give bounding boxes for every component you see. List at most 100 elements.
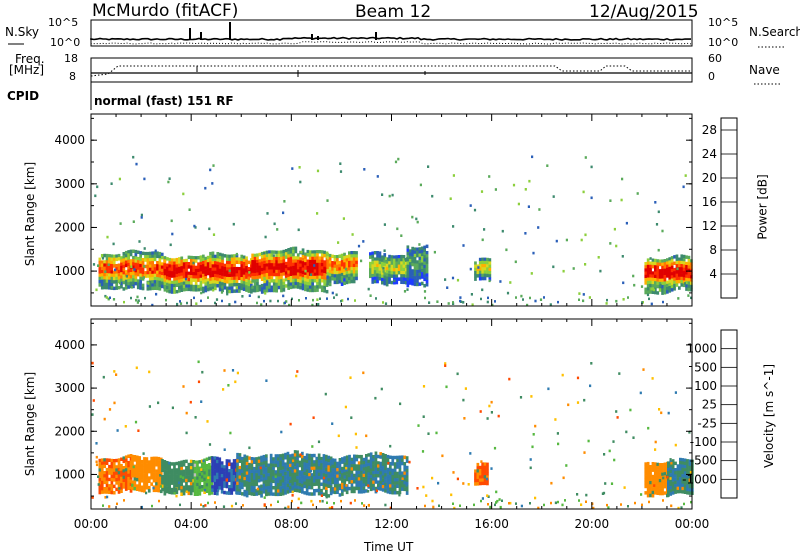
- velocity-cell: [253, 457, 256, 461]
- velocity-cell: [401, 455, 404, 459]
- power-scatter-point: [269, 299, 272, 303]
- power-cell: [406, 271, 410, 275]
- power-cell: [678, 279, 681, 284]
- velocity-cell: [165, 470, 169, 475]
- power-cell: [378, 257, 382, 262]
- power-ground-point: [333, 296, 335, 299]
- velocity-cell: [313, 453, 316, 458]
- velocity-cell: [269, 457, 273, 461]
- power-cell: [413, 269, 417, 274]
- velocity-cell: [105, 483, 109, 488]
- power-cell: [112, 273, 116, 278]
- velocity-cell: [315, 460, 319, 464]
- velocity-cell: [267, 479, 271, 483]
- power-cell: [282, 253, 286, 257]
- velocity-cell: [198, 472, 202, 477]
- velocity-cell: [398, 471, 402, 475]
- power-cell: [296, 269, 300, 273]
- power-cell: [385, 263, 389, 268]
- power-cell: [371, 267, 375, 271]
- power-cell: [190, 268, 193, 273]
- power-scatter-point: [367, 287, 370, 291]
- power-cell: [122, 261, 126, 266]
- power-cell: [204, 266, 208, 270]
- velocity-cell: [100, 458, 104, 462]
- velocity-cell: [117, 490, 121, 494]
- velocity-scatter-point: [259, 466, 262, 470]
- power-cell: [151, 251, 154, 255]
- velocity-cell: [267, 476, 271, 480]
- power-cell: [110, 270, 114, 274]
- power-cell: [654, 271, 657, 276]
- power-cell: [136, 263, 140, 267]
- power-cell: [134, 265, 138, 270]
- power-cell: [294, 281, 298, 286]
- power-scatter-point: [534, 299, 537, 303]
- power-cell: [117, 263, 121, 267]
- velocity-scatter-point: [437, 481, 440, 485]
- velocity-cell: [644, 465, 648, 469]
- power-cell: [675, 276, 679, 281]
- velocity-cell: [180, 489, 183, 493]
- velocity-scatter-point: [363, 504, 366, 507]
- power-cell: [209, 280, 212, 285]
- velocity-cell: [147, 466, 151, 471]
- velocity-cell: [250, 473, 254, 477]
- velocity-cell: [232, 471, 236, 476]
- power-scatter-point: [406, 257, 409, 260]
- power-ground-point: [382, 301, 384, 304]
- power-cell: [402, 255, 406, 259]
- velocity-scatter-point: [297, 497, 300, 501]
- power-scatter-point: [494, 188, 497, 191]
- power-cell: [253, 282, 257, 286]
- velocity-cell: [313, 492, 316, 496]
- velocity-scatter-point: [680, 506, 683, 509]
- power-cell: [146, 264, 150, 269]
- power-ground-point: [494, 300, 496, 303]
- power-scatter-point: [228, 303, 231, 306]
- velocity-scatter-point: [197, 380, 201, 384]
- velocity-cell: [143, 463, 146, 467]
- velocity-cell: [286, 458, 290, 462]
- velocity-cell: [255, 473, 259, 477]
- power-colorbar-label: 4: [709, 267, 717, 281]
- nave-label: Nave: [749, 63, 780, 77]
- velocity-cell: [403, 484, 407, 488]
- velocity-cell: [245, 455, 249, 459]
- velocity-cell: [325, 486, 328, 491]
- power-cell: [115, 286, 118, 290]
- power-cell: [478, 270, 482, 275]
- power-cell: [129, 262, 133, 266]
- power-ground-point: [214, 301, 216, 305]
- power-cell: [235, 282, 239, 287]
- velocity-cell: [120, 483, 123, 487]
- velocity-cell: [367, 472, 371, 476]
- velocity-cell: [213, 459, 217, 463]
- power-cell: [175, 267, 179, 271]
- power-cell: [148, 277, 152, 281]
- power-cell: [218, 268, 222, 273]
- power-cell: [289, 253, 293, 258]
- velocity-cell: [189, 482, 193, 486]
- power-cell: [151, 273, 154, 278]
- velocity-cell: [257, 478, 261, 483]
- velocity-cell: [265, 483, 268, 487]
- velocity-scatter-point: [660, 411, 663, 415]
- power-cell: [304, 258, 307, 263]
- power-scatter-point: [193, 224, 196, 228]
- power-cell: [265, 263, 269, 267]
- velocity-cell: [381, 481, 385, 486]
- power-cell: [117, 257, 121, 261]
- power-cell: [168, 273, 172, 278]
- power-scatter-point: [169, 243, 172, 247]
- freq-unit-label: [MHz]: [9, 63, 45, 77]
- velocity-cell: [216, 475, 219, 480]
- velocity-cell: [220, 480, 224, 484]
- velocity-cell: [279, 454, 283, 458]
- velocity-cell: [262, 483, 266, 488]
- velocity-scatter-point: [508, 377, 511, 381]
- velocity-cell: [155, 463, 158, 467]
- power-cell: [280, 263, 283, 267]
- power-cell: [108, 254, 111, 258]
